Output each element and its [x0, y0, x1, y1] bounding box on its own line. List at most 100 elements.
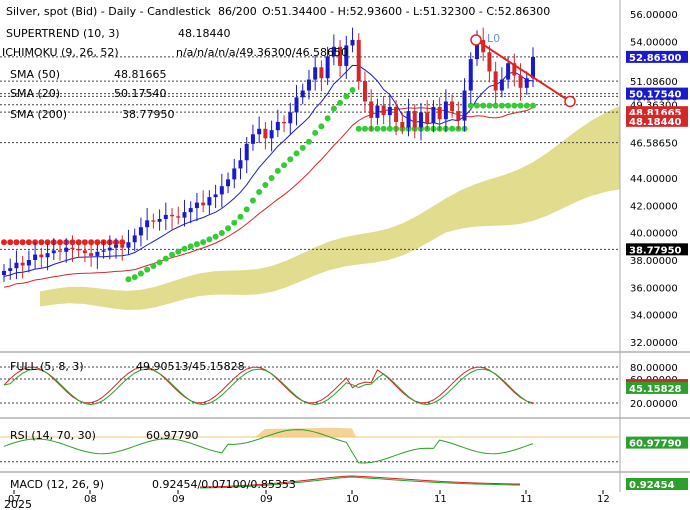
time-axis: 07 08 09 09 10 11 11 12	[8, 490, 610, 505]
macd-badge-label: 0.92454	[629, 480, 675, 491]
candlesticks	[2, 27, 535, 282]
supertrend-dot	[511, 102, 518, 109]
candle-body	[394, 106, 399, 122]
candle-body	[288, 112, 293, 124]
candle-body	[531, 56, 535, 79]
supertrend-dot	[343, 93, 350, 100]
candle-body	[14, 262, 19, 269]
supertrend-dot	[355, 125, 362, 132]
price-tick-label: 46.58650	[630, 139, 678, 150]
time-tick-label: 09	[172, 494, 185, 505]
supertrend-dot	[187, 243, 194, 250]
candle-body	[481, 39, 486, 53]
rsi-value: 60.97790	[146, 429, 199, 442]
supertrend-dot	[225, 225, 232, 232]
candle-body	[45, 253, 50, 258]
candle-body	[213, 194, 218, 198]
supertrend-value: 48.18440	[178, 27, 231, 40]
supertrend-dot	[380, 125, 387, 132]
candle-body	[418, 112, 423, 128]
candle-body	[387, 106, 392, 116]
candle-body	[431, 106, 436, 124]
candle-body	[462, 90, 467, 121]
supertrend-dot	[144, 266, 151, 273]
supertrend-dot	[262, 182, 269, 189]
supertrend-dot	[293, 150, 300, 157]
supertrend-dot	[361, 125, 368, 132]
supertrend-dot	[281, 162, 288, 169]
candle-body	[474, 39, 479, 60]
candle-body	[126, 242, 131, 248]
supertrend-dot	[486, 102, 493, 109]
candle-body	[344, 45, 349, 66]
candle-body	[51, 250, 56, 254]
price-tick-label: 40.00000	[630, 229, 678, 240]
candle-body	[2, 270, 6, 276]
macd-signal-line	[199, 475, 521, 488]
rsi-label: RSI (14, 70, 30)	[10, 429, 96, 442]
supertrend-dot	[530, 102, 536, 109]
candle-body	[8, 268, 13, 271]
supertrend-dot	[287, 156, 294, 163]
supertrend-dot	[330, 105, 337, 112]
candle-body	[163, 214, 168, 219]
supertrend-dot	[449, 125, 456, 132]
candle-body	[20, 262, 25, 266]
time-tick-label: 07	[8, 494, 21, 505]
stochastic-label: FULL (5, 8, 3)	[10, 360, 84, 373]
price-badge-label: 38.77950	[629, 245, 682, 256]
year-label: 2025	[4, 498, 32, 510]
rsi-line	[3, 429, 534, 464]
supertrend-dot	[212, 233, 219, 240]
supertrend-dot	[249, 197, 256, 204]
candle-body	[232, 168, 237, 180]
price-tick-label: 56.00000	[630, 10, 678, 21]
sma20-label: SMA (20)	[10, 87, 60, 100]
candle-body	[300, 90, 305, 98]
supertrend-dot	[94, 239, 101, 246]
supertrend-dot	[13, 239, 20, 246]
supertrend-dot	[150, 262, 157, 269]
candle-body	[306, 79, 311, 91]
candle-body	[437, 106, 442, 120]
trendline[interactable]	[470, 34, 576, 108]
supertrend-dot	[193, 241, 200, 248]
macd-badge	[626, 478, 688, 490]
supertrend-dot	[305, 138, 312, 145]
supertrend-dot	[237, 213, 244, 220]
supertrend-dot	[181, 245, 188, 252]
supertrend-label: SUPERTREND (10, 3)	[6, 27, 120, 40]
supertrend-dot	[175, 248, 182, 255]
candle-body	[207, 197, 212, 206]
candle-body	[157, 219, 162, 222]
candle-body	[194, 202, 199, 209]
price-tick-label: 44.00000	[630, 174, 678, 185]
candle-body	[275, 121, 280, 131]
candle-body	[226, 179, 231, 187]
supertrend-dot	[517, 102, 524, 109]
candle-body	[369, 101, 374, 118]
candle-body	[101, 250, 106, 252]
rsi-overbought-fill	[255, 427, 356, 437]
supertrend-dot	[467, 102, 474, 109]
ohlc-readout: O:51.34400 - H:52.93600 - L:51.32300 - C…	[262, 5, 550, 18]
candle-body	[524, 78, 529, 88]
supertrend-dot	[386, 125, 393, 132]
supertrend-dot	[25, 239, 32, 246]
supertrend-dot	[1, 239, 7, 246]
supertrend-dot	[498, 102, 505, 109]
supertrend-dot	[505, 102, 512, 109]
bar-count: 86/200	[218, 5, 257, 18]
supertrend-dot	[480, 102, 487, 109]
supertrend-dot	[57, 239, 64, 246]
candle-body	[294, 97, 299, 113]
supertrend-dot	[349, 87, 356, 94]
candle-body	[107, 247, 112, 251]
supertrend-dot	[169, 251, 176, 258]
candle-body	[138, 227, 143, 236]
price-badge-label: 48.18440	[629, 117, 682, 128]
trendline-anchor-end	[564, 95, 576, 108]
supertrend-dot	[7, 239, 14, 246]
sma20-value: 50.17540	[114, 87, 167, 100]
